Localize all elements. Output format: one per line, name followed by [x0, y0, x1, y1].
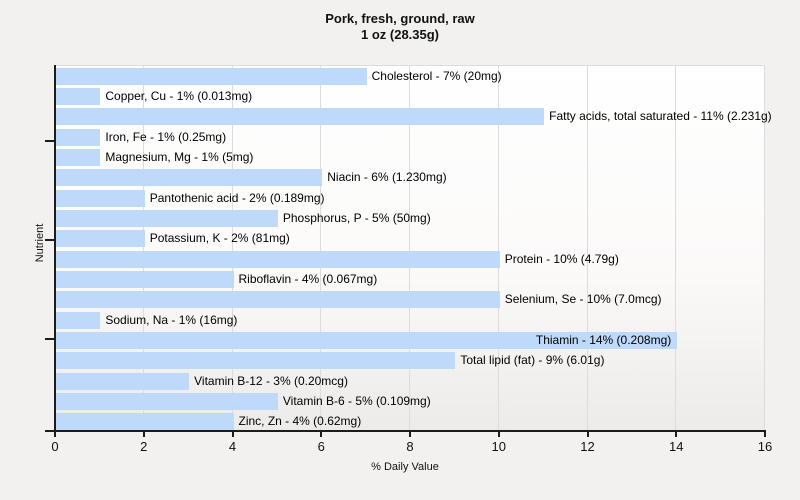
x-tick-label: 12 — [580, 439, 595, 454]
bar-row: Fatty acids, total saturated - 11% (2.23… — [55, 107, 772, 127]
nutrient-bar — [56, 291, 500, 309]
y-axis-line — [54, 65, 56, 432]
nutrient-bar-label: Niacin - 6% (1.230mg) — [327, 170, 447, 185]
y-tick-mark — [45, 140, 55, 142]
gridline — [586, 66, 588, 432]
bar-row: Iron, Fe - 1% (0.25mg) — [55, 127, 765, 147]
bar-row: Vitamin B-6 - 5% (0.109mg) — [55, 391, 765, 411]
gridline — [409, 66, 410, 432]
nutrient-bar — [56, 230, 145, 248]
gridline — [142, 66, 144, 432]
nutrient-bar-label: Sodium, Na - 1% (16mg) — [105, 312, 238, 327]
nutrient-bar-label: Fatty acids, total saturated - 11% (2.23… — [549, 109, 772, 124]
gridline — [320, 66, 322, 432]
x-tick-label: 4 — [228, 439, 237, 454]
nutrient-bar-label: Pantothenic acid - 2% (0.189mg) — [149, 190, 325, 205]
bar-row: Cholesterol - 7% (20mg) — [55, 66, 765, 86]
nutrient-bar-label: Selenium, Se - 10% (7.0mcg) — [504, 292, 662, 307]
y-axis-title: Nutrient — [34, 223, 46, 263]
nutrient-bar-label: Protein - 10% (4.79g) — [504, 251, 619, 266]
nutrient-bar-label: Potassium, K - 2% (81mg) — [149, 231, 290, 246]
bar-row: Vitamin B-12 - 3% (0.20mcg) — [55, 371, 765, 391]
chart-title-line1: Pork, fresh, ground, raw — [325, 11, 475, 26]
x-axis-line — [45, 430, 766, 432]
nutrient-bar — [56, 189, 145, 207]
nutrient-bar — [56, 270, 234, 289]
x-axis-title: % Daily Value — [371, 461, 439, 473]
nutrient-bar — [56, 148, 101, 167]
nutrient-bar — [56, 108, 545, 126]
x-tick-label: 2 — [140, 439, 148, 454]
x-tick-mark — [320, 432, 323, 437]
nutrient-bar-label: Iron, Fe - 1% (0.25mg) — [105, 129, 227, 144]
x-tick-mark — [54, 432, 56, 437]
x-tick-label: 0 — [51, 439, 59, 454]
gridline — [675, 66, 677, 432]
nutrient-bar-label: Vitamin B-6 - 5% (0.109mg) — [282, 393, 431, 408]
bar-row: Potassium, K - 2% (81mg) — [55, 229, 765, 249]
nutrient-bar — [56, 392, 278, 411]
nutrient-bar-label: Magnesium, Mg - 1% (5mg) — [105, 149, 254, 164]
y-tick-mark — [45, 338, 55, 340]
x-tick-label: 8 — [406, 439, 414, 454]
bar-row: Copper, Cu - 1% (0.013mg) — [55, 86, 765, 106]
chart-title: Pork, fresh, ground, raw 1 oz (28.35g) — [0, 11, 800, 43]
bar-row: Sodium, Na - 1% (16mg) — [55, 310, 765, 330]
nutrient-bar-label: Vitamin B-12 - 3% (0.20mcg) — [194, 373, 348, 388]
nutrient-bar — [56, 209, 278, 228]
nutrient-bar-label: Phosphorus, P - 5% (50mg) — [282, 210, 431, 225]
chart-title-line2: 1 oz (28.35g) — [360, 27, 440, 42]
x-tick-mark — [142, 432, 145, 437]
bar-row: Magnesium, Mg - 1% (5mg) — [55, 147, 765, 167]
gridline — [497, 66, 499, 432]
nutrient-bar — [56, 352, 456, 370]
x-tick-mark — [231, 432, 234, 437]
nutrient-bar — [56, 413, 234, 431]
gridline — [764, 66, 765, 432]
nutrient-bar — [56, 250, 500, 268]
nutrient-bar — [56, 372, 190, 390]
nutrient-bar — [56, 169, 323, 187]
bar-row: Phosphorus, P - 5% (50mg) — [55, 208, 765, 228]
x-tick-label: 10 — [491, 439, 506, 454]
x-tick-mark — [586, 432, 589, 437]
nutrient-bar — [56, 128, 101, 146]
bar-row: Riboflavin - 4% (0.067mg) — [55, 269, 765, 289]
plot-area: Cholesterol - 7% (20mg) Copper, Cu - 1% (… — [55, 65, 772, 432]
x-tick-mark — [764, 432, 766, 437]
nutrient-bar-label: Copper, Cu - 1% (0.013mg) — [105, 88, 253, 103]
x-tick-mark — [497, 432, 500, 437]
x-tick-label: 16 — [757, 439, 773, 454]
nutrient-bar-label: Thiamin - 14% (0.208mg) — [535, 332, 672, 347]
bar-row: Protein - 10% (4.79g) — [55, 249, 765, 269]
bar-row: Total lipid (fat) - 9% (6.01g) — [55, 351, 765, 371]
bar-row: Thiamin - 14% (0.208mg) — [55, 330, 765, 350]
nutrient-bar — [56, 331, 678, 350]
nutrient-bar-label: Total lipid (fat) - 9% (6.01g) — [460, 353, 605, 368]
nutrient-bar — [56, 87, 101, 106]
nutrient-bar-label: Riboflavin - 4% (0.067mg) — [238, 271, 378, 286]
x-tick-mark — [675, 432, 678, 437]
x-tick-label: 6 — [317, 439, 325, 454]
nutrient-bar-label: Cholesterol - 7% (20mg) — [371, 68, 502, 83]
y-tick-mark — [45, 239, 55, 241]
x-tick-label: 14 — [669, 439, 684, 454]
bar-row: Pantothenic acid - 2% (0.189mg) — [55, 188, 765, 208]
nutrient-bar-label: Zinc, Zn - 4% (0.62mg) — [238, 414, 362, 429]
nutrient-bar — [56, 311, 101, 329]
bar-row: Niacin - 6% (1.230mg) — [55, 168, 765, 188]
gridline — [231, 66, 233, 432]
nutrient-bar — [56, 67, 367, 85]
bar-row: Selenium, Se - 10% (7.0mcg) — [55, 290, 765, 310]
bar-row: Zinc, Zn - 4% (0.62mg) — [55, 412, 765, 432]
x-tick-mark — [409, 432, 411, 437]
